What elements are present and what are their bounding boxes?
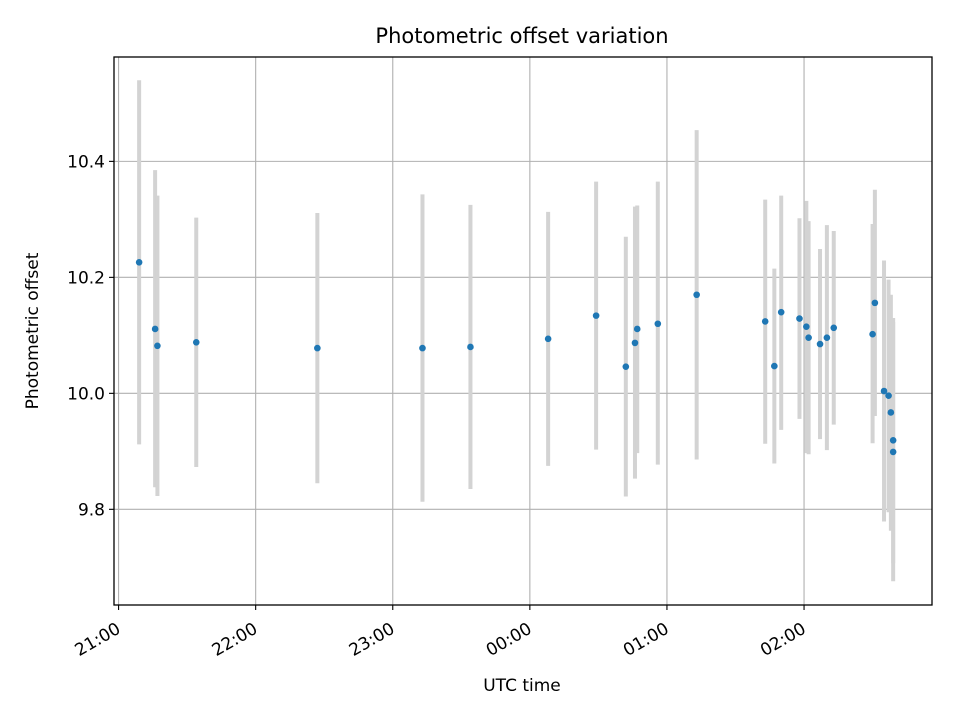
data-point: [771, 362, 778, 370]
y-axis-ticks: 9.8 10.0 10.2 10.4: [67, 152, 114, 520]
data-point: [889, 448, 897, 456]
data-point: [885, 392, 892, 399]
chart-title: Photometric offset variation: [375, 24, 668, 48]
y-tick-label: 9.8: [78, 500, 105, 520]
data-point: [880, 387, 888, 395]
y-axis-label: Photometric offset: [23, 252, 43, 409]
data-point: [633, 325, 641, 333]
data-point: [154, 342, 161, 350]
data-point: [805, 334, 812, 341]
y-tick-label: 10.4: [67, 152, 105, 172]
data-point: [419, 344, 426, 352]
data-points: [135, 258, 897, 456]
data-point: [869, 330, 876, 338]
data-point: [631, 339, 639, 347]
data-point: [592, 312, 600, 319]
data-point: [654, 320, 662, 328]
data-point: [693, 291, 700, 299]
data-point: [192, 339, 200, 346]
x-axis-label: UTC time: [483, 676, 561, 696]
data-point: [314, 344, 321, 352]
data-point: [467, 343, 474, 351]
data-point: [796, 315, 803, 322]
data-point: [803, 323, 810, 330]
grid: [114, 57, 932, 605]
data-point: [544, 335, 552, 343]
data-point: [151, 325, 159, 333]
plot-area-frame: [113, 56, 933, 606]
data-point: [135, 258, 143, 266]
data-point: [889, 437, 897, 444]
y-tick-label: 10.2: [67, 268, 105, 288]
data-point: [622, 363, 630, 370]
data-point: [823, 334, 831, 341]
data-point: [830, 324, 838, 332]
data-point: [761, 318, 769, 325]
data-point: [871, 299, 879, 307]
data-point: [816, 340, 824, 348]
data-point: [887, 409, 895, 416]
data-point: [777, 308, 785, 316]
y-tick-label: 10.0: [67, 384, 105, 404]
